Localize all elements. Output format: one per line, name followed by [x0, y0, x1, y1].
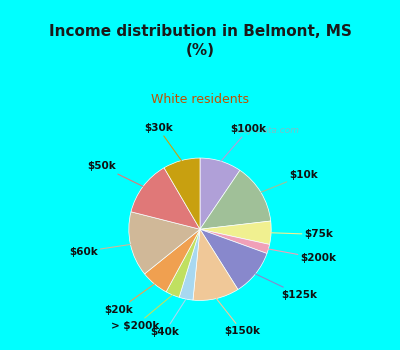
Text: $60k: $60k — [69, 244, 130, 257]
Wedge shape — [164, 158, 200, 229]
Text: $125k: $125k — [256, 274, 318, 300]
Text: $10k: $10k — [261, 170, 318, 192]
Wedge shape — [166, 229, 200, 297]
Wedge shape — [200, 229, 270, 253]
Wedge shape — [193, 229, 238, 300]
Text: $150k: $150k — [216, 299, 260, 336]
Text: $30k: $30k — [144, 123, 181, 161]
Wedge shape — [129, 212, 200, 274]
Text: $100k: $100k — [221, 124, 267, 161]
Text: $75k: $75k — [271, 230, 334, 239]
Text: $50k: $50k — [88, 161, 143, 187]
Wedge shape — [131, 168, 200, 229]
Wedge shape — [144, 229, 200, 292]
Wedge shape — [179, 229, 200, 300]
Text: $200k: $200k — [268, 249, 336, 263]
Text: Income distribution in Belmont, MS
(%): Income distribution in Belmont, MS (%) — [48, 25, 352, 58]
Text: $40k: $40k — [150, 299, 186, 337]
Wedge shape — [200, 158, 240, 229]
Text: White residents: White residents — [151, 93, 249, 106]
Wedge shape — [200, 221, 271, 244]
Wedge shape — [200, 229, 267, 289]
Text: $20k: $20k — [104, 284, 154, 315]
Text: City-Data.com: City-Data.com — [236, 126, 300, 135]
Text: > $200k: > $200k — [111, 295, 172, 331]
Wedge shape — [200, 170, 271, 229]
